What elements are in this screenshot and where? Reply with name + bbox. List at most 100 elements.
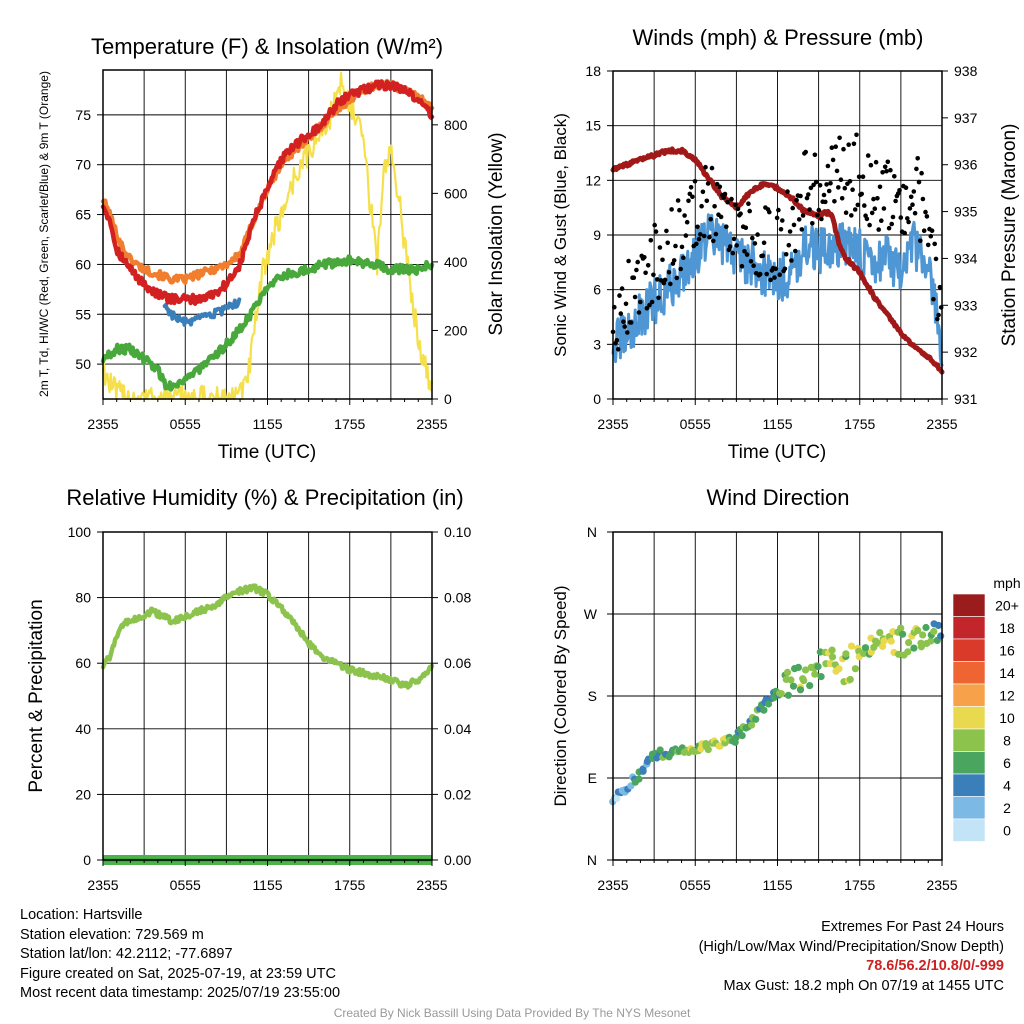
precipitation-right-axis: 0.00 0.02 0.04 0.06 0.08 0.10 — [432, 524, 471, 868]
series-line-sonic-wind — [611, 213, 944, 367]
gust-point — [849, 213, 854, 218]
colorbar-swatch — [952, 683, 986, 707]
y2-tick-label: 800 — [444, 117, 468, 133]
credit-line: Created By Nick Bassill Using Data Provi… — [333, 1006, 691, 1020]
gust-point — [642, 254, 647, 260]
gust-point — [712, 204, 717, 209]
insolation-right-axis: 0 200 400 600 800 — [432, 117, 468, 407]
y2-tick-label: 933 — [954, 297, 978, 313]
gust-point — [638, 299, 643, 305]
gust-point — [621, 319, 626, 325]
gust-point — [921, 228, 927, 233]
gust-point — [815, 212, 820, 218]
x-tick-label: 2355 — [597, 877, 628, 893]
gust-point — [747, 208, 752, 214]
wind-direction-point — [922, 623, 930, 632]
gust-point — [823, 199, 828, 205]
max-gust: Max Gust: 18.2 mph On 07/19 at 1455 UTC — [723, 977, 1004, 994]
gust-point — [631, 275, 637, 281]
gust-point — [713, 231, 719, 237]
wind-direction-point — [828, 646, 836, 654]
colorbar-swatch — [952, 661, 986, 685]
x-tick-label: 0555 — [170, 416, 201, 432]
wind-direction-point — [910, 644, 918, 652]
gust-point — [889, 221, 894, 227]
gust-point — [868, 162, 874, 168]
gust-point — [614, 338, 620, 343]
gust-point — [696, 236, 702, 242]
gust-point — [678, 266, 683, 272]
wind-direction-point — [847, 642, 856, 650]
station-location: Location: Hartsville — [20, 907, 143, 923]
gust-point — [794, 198, 799, 203]
gust-point — [877, 184, 883, 190]
gust-point — [673, 243, 678, 249]
gust-point — [937, 284, 943, 290]
gust-point — [803, 149, 808, 155]
y2-tick-label: 0 — [444, 391, 452, 407]
gust-point — [748, 259, 754, 264]
gust-point — [644, 306, 650, 311]
gust-point — [751, 263, 756, 269]
gust-point — [931, 296, 936, 302]
gust-point — [829, 145, 835, 150]
gust-point — [932, 241, 937, 247]
gust-point — [938, 305, 944, 310]
gust-point — [817, 183, 823, 188]
wind-direction-point — [876, 629, 884, 637]
gust-point — [826, 188, 832, 194]
temperature-panel: Temperature (F) & Insolation (W/m²) 50 55… — [37, 34, 507, 463]
wind-direction-point — [783, 668, 792, 677]
gust-point — [743, 225, 749, 230]
gust-point — [721, 195, 726, 200]
gust-point — [684, 219, 690, 225]
gust-point — [786, 242, 792, 248]
gust-point — [674, 275, 680, 281]
y2-tick-label: 0.06 — [444, 655, 471, 671]
station-latlon: Station lat/lon: 42.2112; -77.6897 — [20, 946, 233, 962]
series-line-station-pressure — [610, 146, 945, 375]
gust-point — [780, 218, 785, 223]
y-tick-label: 60 — [75, 256, 91, 272]
gust-point — [725, 199, 730, 205]
colorbar-label: 10 — [999, 710, 1015, 726]
gust-point — [808, 185, 814, 191]
wind-direction-point — [732, 733, 740, 742]
colorbar-swatch — [952, 593, 986, 617]
wind-direction-point — [814, 663, 822, 671]
wind-direction-point — [639, 765, 647, 773]
gust-point — [834, 168, 840, 174]
y-tick-label: 70 — [75, 157, 91, 173]
extremes-title: Extremes For Past 24 Hours — [821, 919, 1004, 935]
gust-point — [750, 235, 755, 241]
gust-point — [832, 199, 837, 204]
gust-point — [783, 252, 789, 257]
gust-point — [777, 272, 782, 278]
gust-point — [707, 234, 712, 240]
wind-direction-point — [842, 650, 850, 658]
gust-point — [816, 207, 822, 213]
x-tick-label: 0555 — [170, 877, 201, 893]
gust-point — [635, 259, 640, 265]
gust-point — [914, 166, 919, 172]
gust-point — [634, 267, 639, 273]
gust-point — [701, 233, 707, 239]
wind-direction-point — [904, 648, 912, 656]
gust-point — [847, 179, 853, 184]
winds-left-axis: 0 3 6 9 12 15 18 — [585, 63, 613, 407]
gust-point — [787, 229, 793, 234]
wind-direction-point — [828, 653, 837, 661]
gust-point — [662, 277, 668, 283]
gust-point — [860, 174, 866, 179]
gust-point — [935, 316, 940, 322]
wind-direction-point — [777, 690, 785, 698]
wind-direction-point — [738, 732, 746, 740]
y-tick-label: 0 — [593, 391, 601, 407]
x-tick-label: 2355 — [416, 877, 447, 893]
gust-point — [733, 202, 738, 208]
gust-point — [859, 191, 864, 197]
wind-direction-point — [794, 663, 803, 672]
gust-point — [669, 207, 674, 212]
x-tick-label: 2355 — [926, 877, 957, 893]
gust-point — [838, 177, 844, 182]
